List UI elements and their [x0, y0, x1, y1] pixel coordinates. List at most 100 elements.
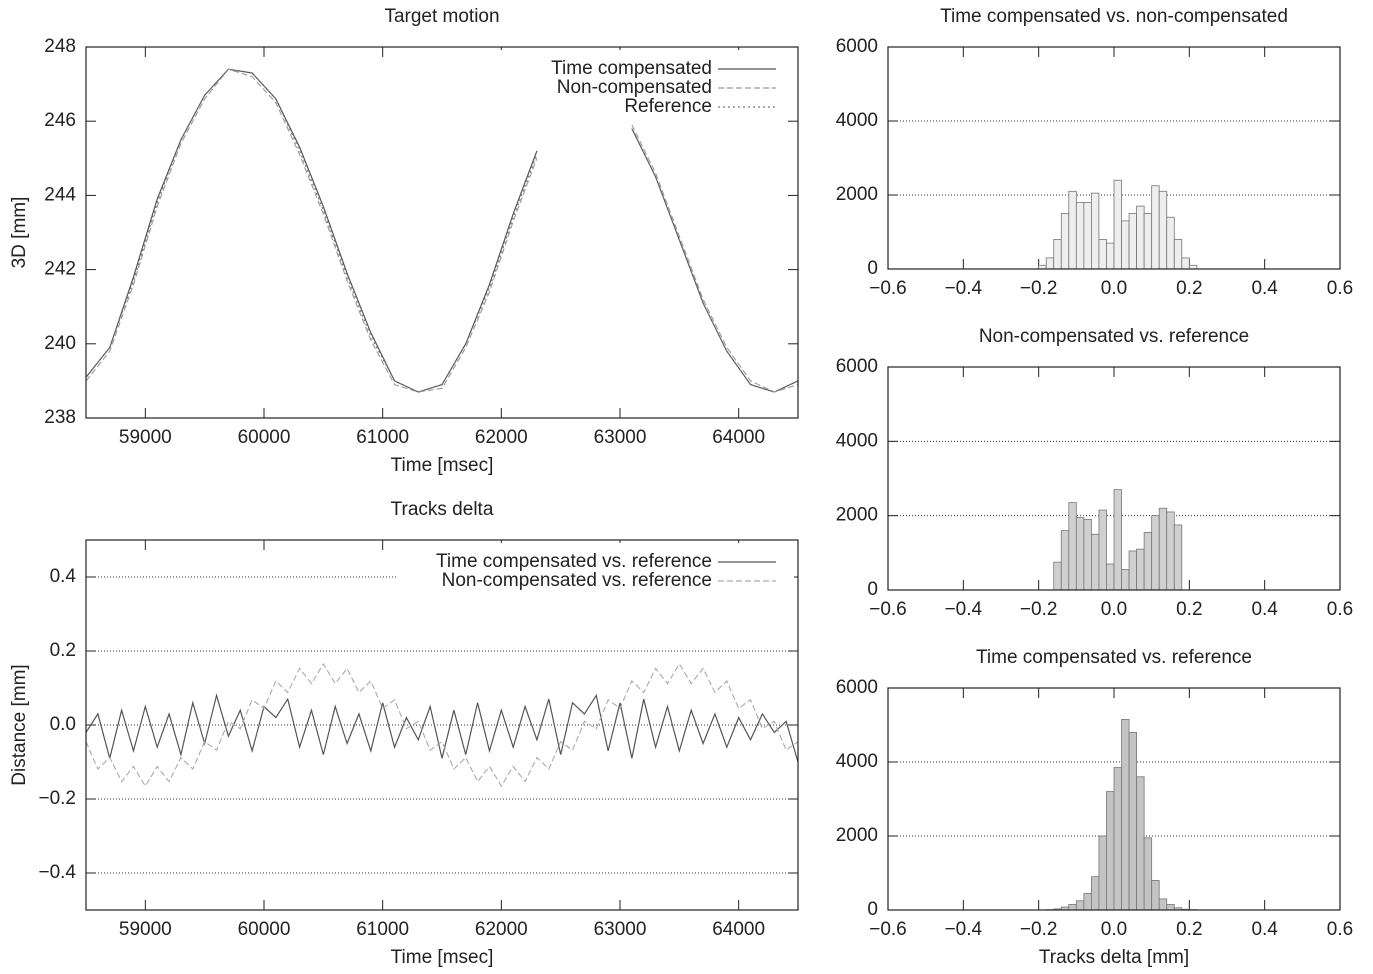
x-axis-label: Time [msec]: [391, 947, 494, 968]
legend-background: [398, 543, 794, 591]
y-tick-label: 6000: [836, 36, 878, 57]
x-tick-label: 0.4: [1251, 278, 1278, 299]
y-tick-label: 0: [867, 258, 878, 279]
legend-label: Non-compensated vs. reference: [442, 570, 712, 591]
histogram-bar: [1136, 776, 1145, 911]
legend-label: Non-compensated: [557, 77, 712, 98]
y-tick-label: −0.4: [38, 862, 76, 883]
x-tick-label: −0.6: [869, 919, 907, 940]
histogram-bar: [1053, 238, 1062, 270]
x-tick-label: 60000: [238, 919, 291, 940]
x-tick-label: 0.0: [1101, 278, 1127, 299]
histogram-bar: [1106, 791, 1115, 911]
histogram-bar: [1136, 205, 1145, 270]
y-tick-label: 240: [44, 333, 76, 354]
x-tick-label: −0.4: [945, 278, 983, 299]
x-tick-label: 64000: [712, 427, 765, 448]
legend-label: Reference: [624, 96, 712, 117]
chart-title: Non-compensated vs. reference: [979, 326, 1249, 347]
x-tick-label: 62000: [475, 919, 528, 940]
histogram-bar: [1128, 213, 1137, 270]
histogram-bar: [1121, 719, 1130, 911]
histogram-bar: [1143, 531, 1153, 591]
x-tick-label: 0.2: [1176, 278, 1202, 299]
y-tick-label: 0.4: [50, 566, 77, 587]
y-tick-label: 244: [44, 184, 76, 205]
x-tick-label: 0.4: [1251, 599, 1278, 620]
x-tick-label: 0.0: [1101, 919, 1127, 940]
x-tick-label: 59000: [119, 919, 172, 940]
data-line: [85, 68, 799, 393]
y-axis-label: Distance [mm]: [9, 664, 30, 785]
y-tick-label: 2000: [836, 184, 878, 205]
histogram-bar: [1091, 192, 1100, 270]
histogram-bar: [1166, 511, 1175, 591]
histogram-bar: [1075, 900, 1085, 911]
y-tick-label: 6000: [836, 677, 878, 698]
plot-frame: [887, 46, 1341, 270]
histogram-bar: [1181, 257, 1190, 270]
histogram-bar: [1068, 904, 1077, 911]
y-tick-label: 0.2: [50, 640, 76, 661]
x-tick-label: −0.4: [945, 919, 983, 940]
y-tick-label: −0.2: [38, 788, 76, 809]
histogram-bar: [1075, 201, 1085, 270]
x-tick-label: −0.2: [1020, 278, 1058, 299]
data-line: [85, 693, 799, 763]
y-tick-label: 2000: [836, 825, 878, 846]
legend-label: Time compensated: [551, 58, 712, 79]
y-tick-label: 248: [44, 36, 76, 57]
x-tick-label: 59000: [119, 427, 172, 448]
histogram-bar: [1158, 190, 1168, 270]
y-tick-label: 242: [44, 259, 76, 280]
plot-frame: [85, 46, 799, 419]
histogram-bar: [1068, 190, 1077, 270]
plot-frame: [85, 539, 799, 911]
histogram-bar: [1151, 185, 1160, 270]
histogram-bar: [1158, 507, 1168, 591]
histogram-bar: [1128, 550, 1137, 591]
histogram-bar: [1060, 530, 1070, 591]
histogram-bar: [1121, 569, 1130, 591]
x-tick-label: −0.2: [1020, 919, 1058, 940]
plot-frame: [887, 687, 1341, 911]
histogram-bar: [1113, 767, 1122, 911]
y-tick-label: 4000: [836, 430, 878, 451]
y-tick-label: 246: [44, 110, 76, 131]
histogram-bar: [1166, 216, 1175, 270]
histogram-bar: [1106, 563, 1115, 591]
histogram-bar: [1143, 837, 1153, 911]
x-tick-label: 62000: [475, 427, 528, 448]
histogram-bar: [1143, 213, 1153, 270]
x-tick-label: 61000: [356, 919, 409, 940]
y-tick-label: 0: [867, 899, 878, 920]
y-tick-label: 238: [44, 407, 76, 428]
histogram-bar: [1113, 489, 1122, 591]
x-axis-label: Time [msec]: [391, 455, 494, 476]
histogram-bar: [1128, 732, 1137, 911]
legend-background: [398, 50, 794, 117]
y-axis-label: 3D [mm]: [9, 197, 30, 269]
histogram-bar: [1098, 835, 1107, 911]
x-tick-label: −0.6: [869, 278, 907, 299]
histogram-bar: [1083, 892, 1092, 911]
chart-title: Time compensated vs. non-compensated: [940, 6, 1288, 27]
histogram-bar: [1075, 517, 1085, 591]
histogram-bar: [1068, 502, 1077, 591]
x-tick-label: 0.4: [1251, 919, 1278, 940]
data-line: [85, 68, 799, 393]
histogram-bar: [1053, 561, 1062, 591]
x-axis-label: Tracks delta [mm]: [1039, 947, 1189, 968]
legend-label: Time compensated vs. reference: [436, 551, 712, 572]
histogram-bar: [1166, 904, 1175, 911]
histogram-bar: [1098, 238, 1107, 270]
y-tick-label: 0.0: [50, 714, 76, 735]
x-tick-label: −0.2: [1020, 599, 1058, 620]
x-tick-label: 0.0: [1101, 599, 1127, 620]
histogram-bar: [1045, 257, 1055, 270]
y-tick-label: 0: [867, 579, 878, 600]
data-line: [85, 68, 799, 393]
chart-title: Time compensated vs. reference: [976, 647, 1252, 668]
y-tick-label: 4000: [836, 751, 878, 772]
